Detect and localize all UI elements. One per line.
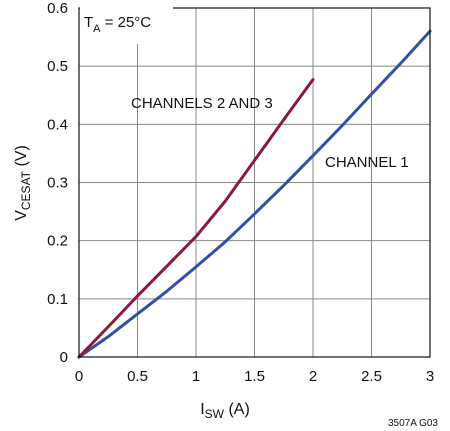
plot-frame [78, 7, 431, 358]
series-label-channel-1: CHANNEL 1 [325, 154, 409, 171]
y-tick-label: 0.4 [47, 116, 68, 133]
grid-lines [79, 8, 430, 357]
series-label-channels-2-and-3: CHANNELS 2 AND 3 [131, 95, 273, 112]
tick-labels: 0 0.5 1 1.5 2 2.5 3 0 0.1 0.2 0.3 0.4 0.5 0.6 [47, 0, 434, 385]
y-tick-label: 0 [60, 349, 68, 366]
y-tick-label: 0.3 [47, 175, 68, 192]
annotation-box [80, 7, 173, 44]
series-line-channels-2-and-3 [77, 78, 315, 359]
y-tick-label: 0.5 [47, 58, 68, 75]
y-axis-label: VCESAT (V) [13, 145, 33, 221]
y-tick-label: 0.1 [47, 291, 68, 308]
figure-id: 3507A G03 [388, 418, 438, 429]
x-tick-label: 3 [426, 368, 434, 385]
x-tick-label: 0 [75, 368, 83, 385]
series-lines [77, 29, 432, 359]
x-tick-label: 2 [309, 368, 317, 385]
y-tick-label: 0.6 [47, 0, 68, 17]
x-tick-label: 1.5 [244, 368, 265, 385]
y-tick-label: 0.2 [47, 233, 68, 250]
series-line-channel-1 [77, 29, 432, 359]
x-tick-label: 0.5 [127, 368, 148, 385]
x-tick-label: 1 [192, 368, 200, 385]
temperature-annotation: TA = 25°C [84, 14, 151, 35]
x-axis-label: ISW (A) [200, 401, 250, 421]
x-tick-label: 2.5 [361, 368, 382, 385]
